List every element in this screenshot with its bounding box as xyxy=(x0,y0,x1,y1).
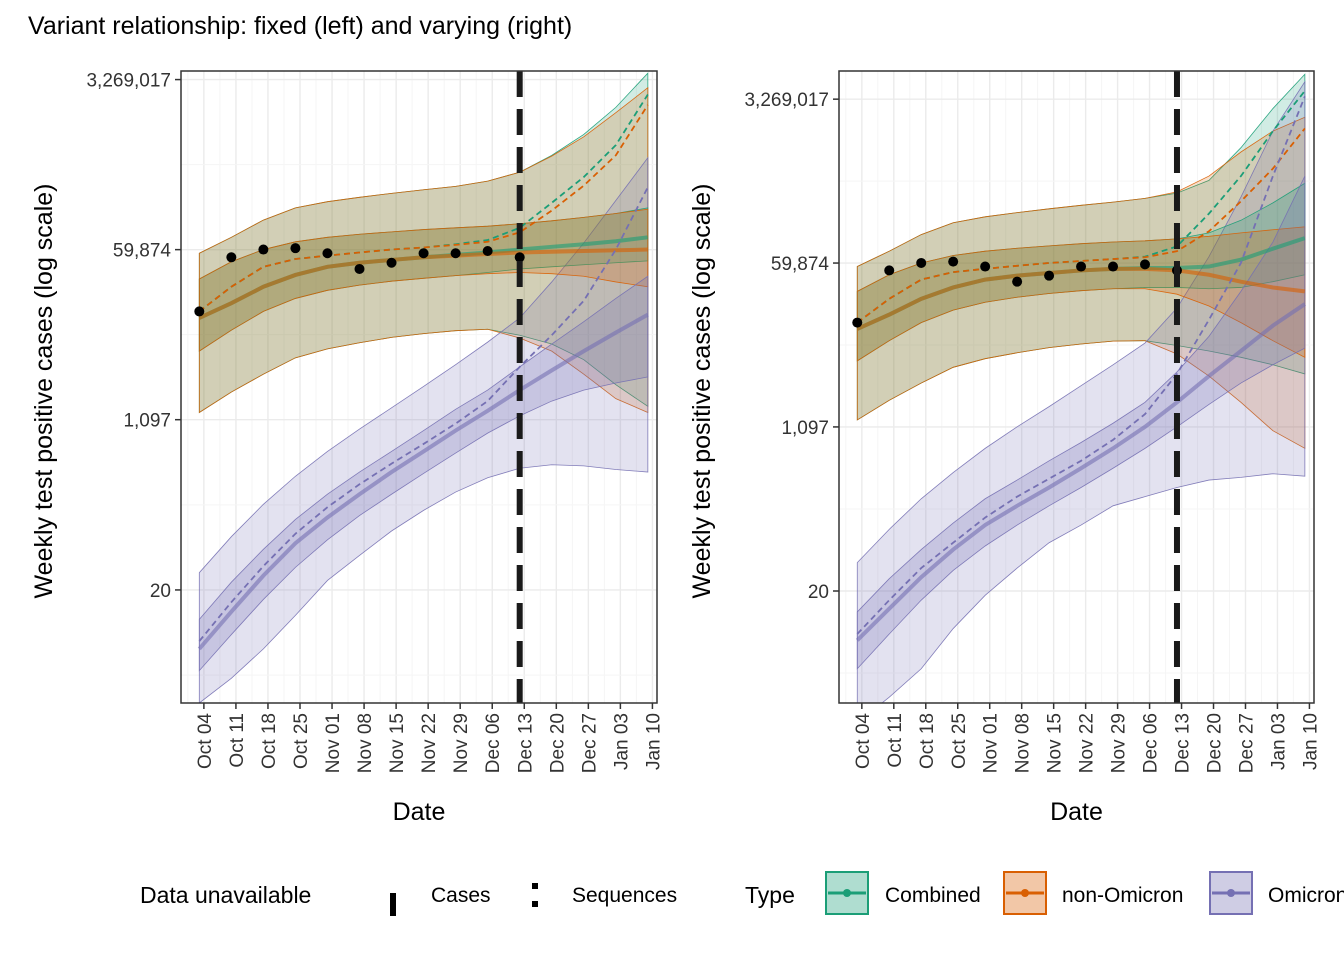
right-y-tick-label: 1,097 xyxy=(781,418,829,439)
right-x-tick-label: Oct 04 xyxy=(853,713,874,769)
legend-label-non-omicron: non-Omicron xyxy=(1062,884,1183,907)
legend-sequences-label: Sequences xyxy=(572,884,677,907)
right-x-tick-label: Jan 03 xyxy=(1268,713,1289,770)
right-y-axis-title: Weekly test positive cases (log scale) xyxy=(688,184,716,599)
right-y-tick-label: 20 xyxy=(808,582,829,603)
right-y-tick-label: 3,269,017 xyxy=(744,90,829,111)
legend-title-type: Type xyxy=(745,882,795,908)
legend-title-data-unavailable: Data unavailable xyxy=(140,882,311,908)
right-x-tick-label: Nov 15 xyxy=(1045,713,1066,773)
left-observed-point xyxy=(482,245,493,256)
right-x-tick-label: Oct 11 xyxy=(885,713,906,768)
legend-key-combined xyxy=(825,871,869,915)
legend: Data unavailable Cases Sequences Type Co… xyxy=(140,871,1344,916)
left-x-tick-label: Jan 10 xyxy=(643,713,664,770)
legend-key-non-omicron xyxy=(1003,871,1047,915)
right-x-axis-title: Date xyxy=(1050,798,1103,826)
right-observed-point xyxy=(1012,276,1023,287)
left-plot-area xyxy=(194,72,649,703)
left-y-tick-label: 59,874 xyxy=(113,241,172,262)
left-estimate-line-non-omicron xyxy=(198,104,649,313)
right-x-tick-label: Nov 22 xyxy=(1077,713,1098,773)
right-observed-point xyxy=(948,256,959,267)
right-observed-point xyxy=(852,317,863,328)
left-x-tick-label: Jan 03 xyxy=(611,713,632,770)
left-x-tick-label: Oct 18 xyxy=(259,713,280,769)
right-x-tick-label: Dec 27 xyxy=(1236,713,1257,773)
right-plot-area xyxy=(852,73,1306,703)
chart-title: Variant relationship: fixed (left) and v… xyxy=(28,12,573,40)
left-x-tick-label: Nov 01 xyxy=(323,713,344,773)
left-estimate-line-omicron xyxy=(198,186,649,642)
left-observed-point xyxy=(194,306,205,317)
right-observed-point xyxy=(1140,259,1151,270)
left-x-tick-label: Nov 15 xyxy=(387,713,408,773)
right-inner-band-non-omicron xyxy=(856,226,1306,362)
right-observed-point xyxy=(916,257,927,268)
right-estimate-line-non-omicron xyxy=(856,127,1306,324)
right-estimate-line-omicron xyxy=(856,96,1306,635)
right-x-tick-label: Nov 08 xyxy=(1013,713,1034,773)
right-y-tick-label: 59,874 xyxy=(771,254,830,275)
right-observed-point xyxy=(1108,261,1119,272)
left-x-tick-label: Dec 27 xyxy=(579,713,600,773)
right-x-tick-label: Dec 20 xyxy=(1205,713,1226,773)
left-plot-background xyxy=(181,71,657,703)
left-observed-point xyxy=(226,252,237,263)
right-x-tick-label: Dec 13 xyxy=(1173,713,1194,773)
right-outer-band-omicron xyxy=(856,80,1306,703)
left-observed-point xyxy=(386,257,397,268)
left-observed-point xyxy=(322,248,333,259)
right-median-line-omicron xyxy=(855,302,1306,642)
left-x-tick-label: Oct 04 xyxy=(195,713,216,769)
left-y-tick-label: 20 xyxy=(150,581,171,602)
right-x-tick-label: Oct 18 xyxy=(917,713,938,769)
legend-cases-label: Cases xyxy=(431,884,491,907)
left-observed-point xyxy=(354,263,365,274)
legend-label-omicron: Omicron xyxy=(1268,884,1344,907)
right-x-tick-label: Nov 01 xyxy=(981,713,1002,773)
left-y-axis-title: Weekly test positive cases (log scale) xyxy=(30,184,58,599)
left-x-tick-label: Dec 20 xyxy=(547,713,568,773)
left-x-tick-label: Nov 29 xyxy=(451,713,472,773)
right-estimate-line-combined xyxy=(856,90,1306,324)
left-median-line-omicron xyxy=(197,312,649,651)
right-panel-border xyxy=(838,70,1315,704)
left-panel: 20 1,097 59,874 3,269,017 Oct 04 Oct 11 Oct 18… xyxy=(30,70,664,826)
left-x-tick-label: Nov 08 xyxy=(355,713,376,773)
right-x-tick-label: Nov 29 xyxy=(1109,713,1130,773)
left-x-tick-label: Nov 22 xyxy=(419,713,440,773)
right-observed-point xyxy=(884,265,895,276)
right-x-tick-label: Dec 06 xyxy=(1141,713,1162,773)
legend-key-omicron xyxy=(1209,871,1253,915)
left-observed-point xyxy=(450,248,461,259)
right-x-tick-label: Oct 25 xyxy=(949,713,970,769)
right-x-tick-label: Jan 10 xyxy=(1300,713,1321,770)
left-x-tick-label: Oct 25 xyxy=(291,713,312,769)
left-x-tick-label: Dec 13 xyxy=(515,713,536,773)
right-observed-point xyxy=(1044,270,1055,281)
left-y-tick-label: 3,269,017 xyxy=(86,71,171,92)
right-panel: 20 1,097 59,874 3,269,017 Oct 04 Oct 11 Oct 18… xyxy=(688,70,1321,826)
left-x-tick-label: Dec 06 xyxy=(483,713,504,773)
left-observed-point xyxy=(290,243,301,254)
right-observed-point xyxy=(1076,261,1087,272)
left-y-tick-label: 1,097 xyxy=(123,411,171,432)
left-x-tick-label: Oct 11 xyxy=(227,713,248,768)
left-inner-band-omicron xyxy=(198,275,649,672)
right-inner-band-omicron xyxy=(856,175,1306,670)
right-observed-point xyxy=(980,261,991,272)
left-observed-point xyxy=(258,244,269,255)
left-x-axis-title: Date xyxy=(393,798,446,826)
left-observed-point xyxy=(514,252,525,263)
left-observed-point xyxy=(418,248,429,259)
legend-label-combined: Combined xyxy=(885,884,981,907)
left-panel-border xyxy=(180,70,658,704)
